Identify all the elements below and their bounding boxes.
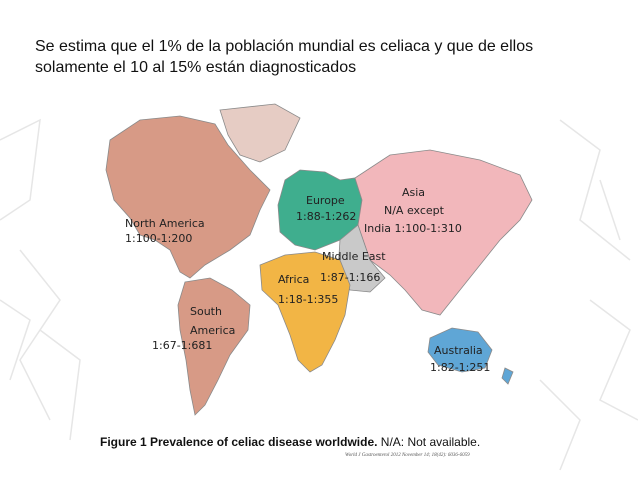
label-australia-value: 1:82-1:251: [430, 361, 491, 374]
label-middle-east-name: Middle East: [322, 250, 386, 263]
label-asia-name: Asia: [402, 186, 426, 199]
new-zealand-region: [501, 367, 514, 385]
caption-note: N/A: Not available.: [380, 435, 481, 449]
world-map: [100, 100, 538, 425]
label-north-america-value: 1:100-1:200: [125, 232, 193, 245]
label-africa-value: 1:18-1:355: [278, 293, 339, 306]
south-america-region: [177, 277, 251, 416]
label-south-america-value: 1:67-1:681: [152, 339, 213, 352]
caption-title: Figure 1 Prevalence of celiac disease wo…: [100, 435, 378, 449]
label-europe-value: 1:88-1:262: [296, 210, 357, 223]
headline: Se estima que el 1% de la población mund…: [35, 36, 615, 78]
greenland-region: [219, 103, 301, 163]
label-south-america-name: South: [190, 305, 222, 318]
headline-line-2: solamente el 10 al 15% están diagnostica…: [35, 59, 357, 76]
north-america-region: [105, 115, 271, 279]
figure-caption: Figure 1 Prevalence of celiac disease wo…: [100, 435, 538, 449]
label-asia-value-india: India 1:100-1:310: [364, 222, 462, 235]
africa-region: [259, 251, 351, 373]
figure-panel: North America 1:100-1:200 Europe 1:88-1:…: [100, 100, 538, 460]
label-australia-name: Australia: [434, 344, 483, 357]
figure-citation: World J Gastroenterol 2012 November 14; …: [345, 453, 470, 458]
label-europe-name: Europe: [306, 194, 345, 207]
headline-line-1: Se estima que el 1% de la población mund…: [35, 38, 534, 55]
label-africa-name: Africa: [278, 273, 310, 286]
label-north-america-name: North America: [125, 217, 205, 230]
label-middle-east-value: 1:87-1:166: [320, 271, 381, 284]
label-south-america-name-2: America: [190, 324, 236, 337]
label-asia-value: N/A except: [384, 204, 444, 217]
australia-region: [427, 327, 493, 373]
